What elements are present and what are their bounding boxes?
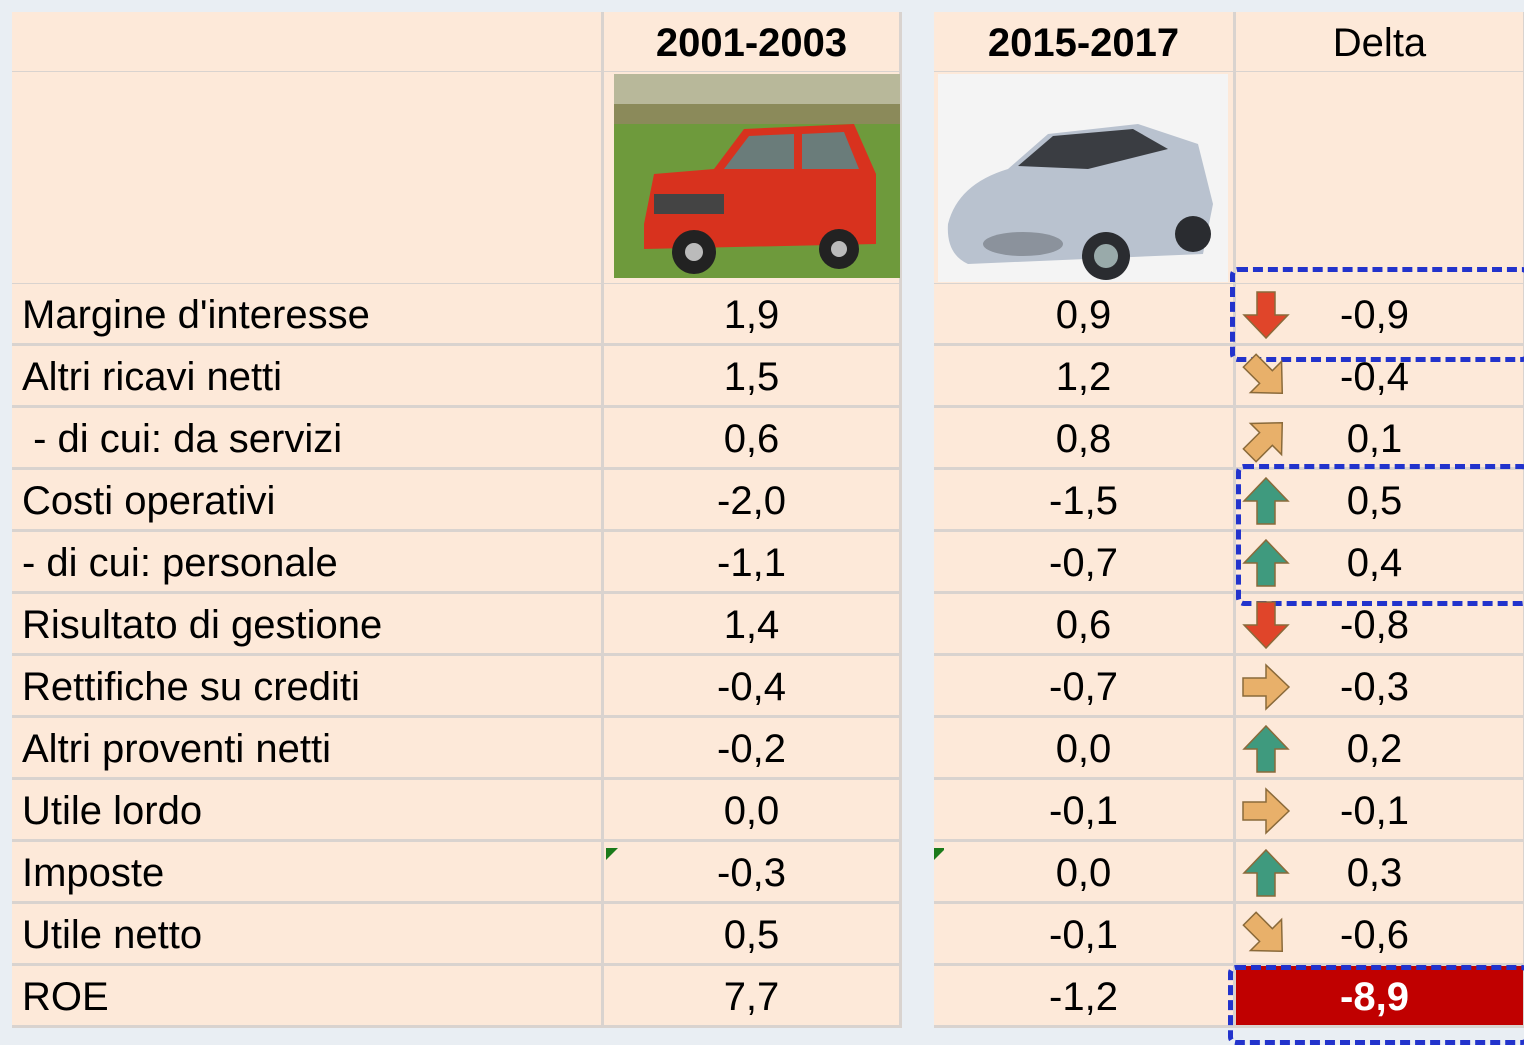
trend-arrow (1242, 291, 1290, 340)
header-cell: Delta (1236, 12, 1524, 74)
delta-cell: -0,4 (1236, 346, 1524, 408)
delta-cell: 0,2 (1236, 718, 1524, 780)
trend-arrow (1242, 353, 1284, 395)
trend-arrow (1242, 848, 1290, 897)
value-cell: 7,7 (604, 966, 902, 1028)
trend-arrow (1242, 601, 1290, 650)
value-cell: -0,1 (934, 904, 1236, 966)
value-cell: -1,1 (604, 532, 902, 594)
image-cell (1236, 72, 1524, 286)
trend-arrow (1242, 911, 1284, 953)
value-cell: 0,0 (934, 842, 1236, 904)
car-image-old (614, 74, 900, 278)
value-cell: 0,0 (604, 780, 902, 842)
row-label: Rettifiche su crediti (12, 656, 604, 718)
value-cell: 1,2 (934, 346, 1236, 408)
highlight-box (1236, 464, 1524, 606)
highlight-box (1228, 965, 1524, 1045)
trend-arrow (1242, 724, 1290, 773)
image-cell (12, 72, 604, 286)
value-cell: -0,1 (934, 780, 1236, 842)
value-cell: 1,5 (604, 346, 902, 408)
value-cell: -0,7 (934, 532, 1236, 594)
value-cell: 0,6 (604, 408, 902, 470)
row-label: Costi operativi (12, 470, 604, 532)
value-cell: -1,2 (934, 966, 1236, 1028)
trend-arrow (1242, 421, 1284, 463)
row-label: Imposte (12, 842, 604, 904)
header-cell: 2001-2003 (604, 12, 902, 74)
value-cell: 0,5 (604, 904, 902, 966)
delta-cell: -8,9 (1236, 966, 1524, 1028)
cell-markers (606, 848, 944, 860)
trend-arrow (1242, 476, 1290, 525)
row-label: ROE (12, 966, 604, 1028)
row-label: Altri proventi netti (12, 718, 604, 780)
value-cell: -1,5 (934, 470, 1236, 532)
car-image-new (938, 74, 1228, 282)
row-label: Margine d'interesse (12, 284, 604, 346)
trend-arrow (1242, 663, 1291, 711)
value-cell: 0,0 (934, 718, 1236, 780)
value-cell: 0,8 (934, 408, 1236, 470)
header-cell (12, 12, 604, 74)
highlight-box (1230, 267, 1524, 362)
value-cell: -0,4 (604, 656, 902, 718)
header-cell: 2015-2017 (934, 12, 1236, 74)
row-label: Altri ricavi netti (12, 346, 604, 408)
value-cell: 1,4 (604, 594, 902, 656)
value-cell: -0,3 (604, 842, 902, 904)
value-cell: 0,6 (934, 594, 1236, 656)
row-label: Utile netto (12, 904, 604, 966)
value-cell: -2,0 (604, 470, 902, 532)
row-label: Risultato di gestione (12, 594, 604, 656)
delta-cell: -0,6 (1236, 904, 1524, 966)
row-label: - di cui: personale (12, 532, 604, 594)
value-cell: 0,9 (934, 284, 1236, 346)
value-cell: -0,2 (604, 718, 902, 780)
trend-arrow (1242, 787, 1291, 835)
value-cell: -0,7 (934, 656, 1236, 718)
row-label: - di cui: da servizi (12, 408, 604, 470)
row-label: Utile lordo (12, 780, 604, 842)
trend-arrow (1242, 538, 1290, 587)
value-cell: 1,9 (604, 284, 902, 346)
